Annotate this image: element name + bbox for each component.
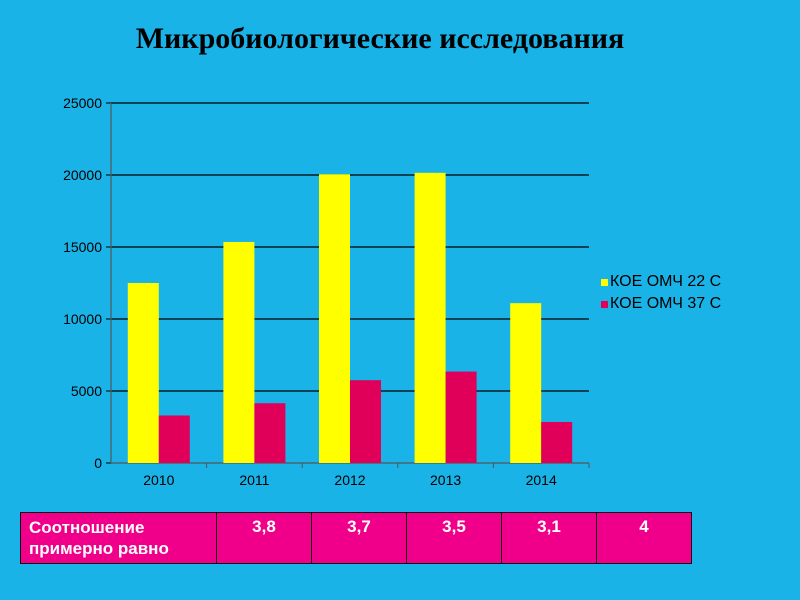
x-tick-labels: 2010 2011 2012 2013 2014 [143, 472, 557, 488]
ratio-value-2012: 3,5 [406, 512, 502, 564]
x-tick-label: 2012 [334, 472, 365, 488]
ratio-value-2014: 4 [596, 512, 692, 564]
ratio-table: Соотношение примерно равно 3,8 3,7 3,5 3… [20, 512, 692, 564]
ratio-value-2013: 3,1 [501, 512, 597, 564]
bar-omch22-2012 [319, 174, 350, 463]
bars [127, 172, 573, 463]
legend-swatch [601, 301, 608, 308]
legend-label: КОЕ ОМЧ 22 С [610, 273, 721, 290]
y-tick-label: 25000 [63, 95, 102, 111]
x-tick-label: 2011 [239, 472, 269, 488]
bar-omch22-2013 [414, 172, 446, 463]
x-tick-label: 2013 [430, 472, 461, 488]
y-tick-label: 20000 [63, 167, 102, 183]
legend-swatch [601, 279, 608, 286]
x-tick-label: 2010 [143, 472, 174, 488]
bar-omch37-2012 [350, 380, 381, 463]
x-tick-label: 2014 [526, 472, 557, 488]
y-tick-label: 5000 [71, 383, 102, 399]
y-tick-label: 10000 [63, 311, 102, 327]
bar-omch37-2014 [541, 421, 573, 463]
y-tick-label: 0 [94, 455, 102, 471]
ratio-value-2010: 3,8 [216, 512, 312, 564]
ratio-label: Соотношение примерно равно [20, 512, 217, 564]
bar-omch22-2010 [127, 283, 159, 463]
y-tick-label: 15000 [63, 239, 102, 255]
y-tick-labels: 0 5000 10000 15000 20000 25000 [63, 95, 102, 471]
legend-label: КОЕ ОМЧ 37 С [610, 295, 721, 312]
ratio-value-2011: 3,7 [311, 512, 407, 564]
bar-omch37-2013 [445, 371, 477, 463]
bar-omch37-2011 [254, 403, 286, 463]
bar-omch22-2011 [223, 241, 255, 463]
bar-omch22-2014 [510, 303, 542, 463]
chart-title: Микробиологические исследования [135, 22, 625, 55]
legend: КОЕ ОМЧ 22 С КОЕ ОМЧ 37 С [601, 273, 721, 312]
table-row: Соотношение примерно равно 3,8 3,7 3,5 3… [20, 512, 692, 564]
bar-omch37-2010 [158, 415, 190, 463]
